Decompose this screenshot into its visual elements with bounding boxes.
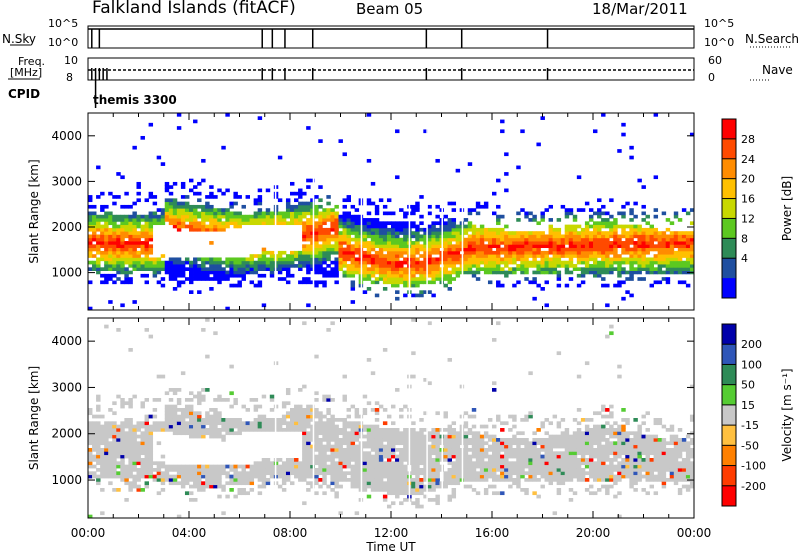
power-colorbar-seg-1	[722, 138, 736, 160]
velocity-colorbar-seg-4	[722, 404, 736, 426]
power-cb-label-2: 20	[741, 173, 755, 186]
cpid-label: CPID	[8, 87, 41, 101]
velocity-colorbar-seg-0	[722, 324, 736, 345]
nsearch-tick-top: 10^5	[704, 17, 735, 30]
velocity-cb-label-2: 50	[741, 379, 755, 392]
xtick-label-3: 12:00	[374, 526, 409, 540]
velocity-gap-1	[312, 318, 315, 518]
velocity-gap-0	[274, 318, 277, 518]
cpid-value: themis 3300	[93, 93, 177, 107]
velocity-colorbar-seg-1	[722, 344, 736, 365]
power-gap-4	[426, 113, 428, 310]
velocity-gap-5	[441, 318, 443, 518]
power-ytick-label-3: 4000	[51, 129, 82, 143]
velocity-colorbar-seg-8	[722, 485, 736, 507]
nsky-tick-bottom: 10^0	[48, 36, 79, 49]
velocity-ytick-label-1: 2000	[51, 427, 82, 441]
freq-label-1: Freq.	[18, 55, 46, 68]
power-colorbar-seg-5	[722, 218, 736, 239]
velocity-colorbar-frame	[721, 323, 737, 507]
velocity-ylabel: Slant Range [km]	[27, 366, 41, 470]
velocity-colorbar-seg-3	[722, 384, 736, 406]
power-colorbar-seg-3	[722, 178, 736, 200]
nave-tick-bottom: 0	[708, 71, 715, 84]
power-gap-6	[461, 113, 464, 310]
nave-tick-top: 60	[708, 54, 722, 67]
velocity-cb-label-5: -50	[741, 439, 759, 452]
power-gap-0	[274, 113, 277, 310]
velocity-cb-label-0: 200	[741, 338, 762, 351]
velocity-colorbar-seg-5	[722, 425, 736, 446]
freq-tick-bottom: 8	[66, 71, 73, 84]
nsky-tick-top: 10^5	[48, 17, 79, 30]
power-gap-5	[441, 113, 443, 310]
power-ylabel: Slant Range [km]	[27, 159, 41, 263]
nsearch-tick-bottom: 10^0	[704, 36, 735, 49]
power-colorbar-frame	[721, 118, 737, 299]
xtick-label-6: 00:00	[677, 526, 712, 540]
velocity-gap-2	[360, 318, 363, 518]
velocity-gap-6	[461, 318, 464, 518]
freq-label-2: [MHz]	[10, 66, 43, 79]
power-colorbar-seg-7	[722, 258, 736, 279]
station-title: Falkland Islands (fitACF)	[92, 0, 296, 18]
nsearch-label: N.Search	[745, 32, 800, 46]
xlabel: Time UT	[365, 540, 416, 554]
velocity-cb-label-3: 15	[741, 399, 755, 412]
nsky-label: N.Sky	[2, 32, 37, 46]
beam-title: Beam 05	[356, 0, 424, 18]
xtick-label-1: 04:00	[172, 526, 207, 540]
velocity-ytick-label-0: 1000	[51, 473, 82, 487]
xtick-label-5: 20:00	[576, 526, 611, 540]
freq-panel	[87, 57, 695, 81]
power-cells	[88, 113, 695, 311]
power-gap-3	[408, 113, 411, 310]
velocity-cb-label-7: -200	[741, 480, 766, 493]
power-cb-label-5: 8	[741, 232, 748, 245]
power-colorbar-title: Power [dB]	[780, 176, 794, 241]
power-cb-label-0: 28	[741, 133, 755, 146]
date-title: 18/Mar/2011	[592, 0, 688, 18]
velocity-gap-4	[426, 318, 428, 518]
power-colorbar-seg-2	[722, 158, 736, 180]
nave-label: Nave	[762, 63, 793, 77]
velocity-colorbar-seg-2	[722, 364, 736, 386]
freq-tick-top: 10	[64, 54, 78, 67]
velocity-gap-3	[408, 318, 411, 518]
velocity-colorbar-title: Velocity [m s⁻¹]	[780, 368, 794, 461]
velocity-cb-label-6: -100	[741, 460, 766, 473]
nsky-panel	[87, 25, 695, 49]
power-ytick-label-0: 1000	[51, 266, 82, 280]
power-ytick-label-2: 3000	[51, 174, 82, 188]
velocity-ytick-label-3: 4000	[51, 334, 82, 348]
power-colorbar-seg-4	[722, 198, 736, 219]
velocity-colorbar-seg-7	[722, 465, 736, 487]
power-cb-label-6: 4	[741, 252, 748, 265]
power-ytick-label-1: 2000	[51, 220, 82, 234]
power-colorbar-seg-6	[722, 238, 736, 259]
power-cb-label-3: 16	[741, 193, 755, 206]
xtick-label-2: 08:00	[273, 526, 308, 540]
power-cb-label-1: 24	[741, 153, 755, 166]
velocity-cells	[88, 318, 695, 519]
power-colorbar-seg-0	[722, 119, 736, 140]
power-gap-2	[360, 113, 363, 310]
velocity-colorbar-seg-6	[722, 445, 736, 467]
xtick-label-0: 00:00	[71, 526, 106, 540]
xtick-label-4: 16:00	[475, 526, 510, 540]
velocity-cb-label-4: -15	[741, 419, 759, 432]
power-cb-label-4: 12	[741, 212, 755, 225]
velocity-ytick-label-2: 3000	[51, 380, 82, 394]
power-gap-1	[312, 113, 315, 310]
power-colorbar-seg-8	[722, 278, 736, 299]
velocity-cb-label-1: 100	[741, 358, 762, 371]
